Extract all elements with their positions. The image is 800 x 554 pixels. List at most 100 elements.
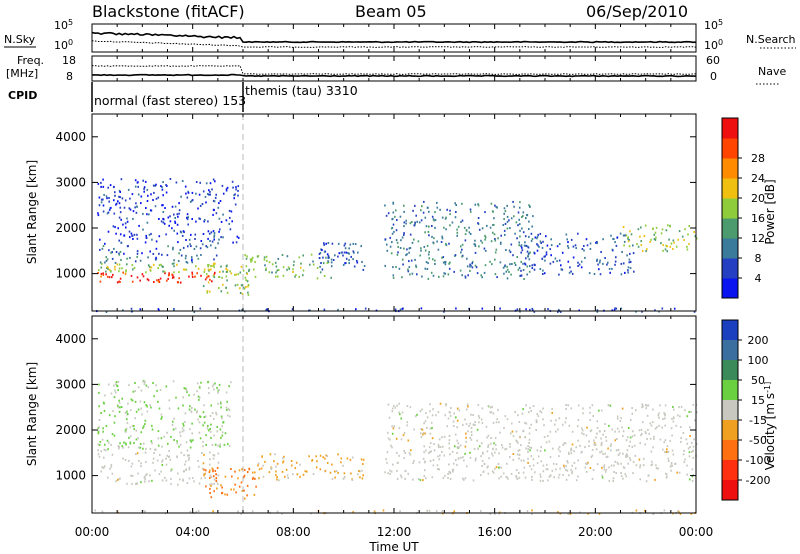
scatter-point bbox=[137, 408, 140, 411]
scatter-point bbox=[422, 432, 425, 435]
scatter-point bbox=[474, 424, 476, 426]
scatter-point bbox=[133, 266, 136, 269]
scatter-point bbox=[181, 427, 184, 430]
scatter-point bbox=[186, 449, 189, 452]
scatter-point bbox=[392, 266, 394, 269]
scatter-point bbox=[581, 429, 584, 432]
scatter-point bbox=[599, 430, 601, 433]
scatter-point bbox=[277, 275, 279, 278]
scatter-point bbox=[277, 269, 280, 271]
scatter-point bbox=[426, 509, 428, 512]
scatter-point bbox=[659, 404, 661, 407]
scatter-point bbox=[477, 203, 479, 206]
scatter-point bbox=[552, 462, 555, 465]
scatter-point bbox=[610, 464, 613, 467]
scatter-point bbox=[110, 465, 113, 468]
scatter-point bbox=[585, 470, 588, 473]
scatter-point bbox=[480, 474, 482, 477]
scatter-point bbox=[519, 435, 521, 438]
scatter-point bbox=[221, 434, 224, 437]
scatter-point bbox=[106, 258, 109, 261]
scatter-point bbox=[122, 223, 124, 226]
scatter-point bbox=[441, 256, 443, 259]
scatter-point bbox=[417, 478, 420, 480]
scatter-point bbox=[558, 473, 561, 476]
scatter-point bbox=[99, 440, 102, 443]
scatter-point bbox=[144, 478, 146, 481]
scatter-point bbox=[199, 181, 201, 184]
scatter-point bbox=[136, 482, 138, 485]
scatter-point bbox=[337, 242, 340, 245]
y-tick-label: 4000 bbox=[55, 332, 86, 346]
scatter-point bbox=[181, 234, 184, 237]
scatter-point bbox=[494, 451, 496, 454]
scatter-point bbox=[167, 442, 169, 445]
scatter-point bbox=[403, 457, 405, 460]
scatter-point bbox=[158, 252, 160, 255]
scatter-point bbox=[496, 276, 498, 279]
scatter-point bbox=[181, 430, 184, 433]
scatter-point bbox=[226, 493, 229, 496]
scatter-point bbox=[382, 509, 385, 512]
scatter-point bbox=[214, 470, 217, 472]
scatter-point bbox=[302, 269, 305, 272]
scatter-point bbox=[413, 224, 416, 227]
scatter-point bbox=[522, 215, 524, 218]
scatter-point bbox=[198, 421, 201, 424]
beam-title: Beam 05 bbox=[355, 2, 427, 21]
scatter-point bbox=[457, 457, 460, 460]
scatter-point bbox=[634, 454, 637, 457]
scatter-point bbox=[389, 438, 391, 441]
scatter-point bbox=[326, 455, 328, 458]
scatter-point bbox=[465, 432, 467, 435]
scatter-point bbox=[667, 460, 670, 462]
scatter-point bbox=[657, 467, 659, 470]
scatter-point bbox=[542, 479, 544, 482]
scatter-point bbox=[506, 265, 508, 268]
scatter-point bbox=[486, 224, 488, 227]
scatter-point bbox=[113, 384, 115, 387]
scatter-point bbox=[557, 476, 560, 479]
scatter-point bbox=[603, 468, 606, 471]
scatter-point bbox=[142, 212, 144, 215]
scatter-point bbox=[327, 255, 330, 258]
scatter-point bbox=[420, 247, 422, 250]
scatter-point bbox=[524, 241, 526, 244]
scatter-point bbox=[228, 385, 230, 388]
scatter-point bbox=[564, 442, 567, 445]
scatter-point bbox=[126, 421, 129, 424]
scatter-point bbox=[287, 266, 290, 269]
scatter-point bbox=[565, 404, 567, 406]
scatter-point bbox=[469, 451, 471, 454]
scatter-point bbox=[102, 210, 105, 213]
scatter-point bbox=[428, 452, 430, 454]
scatter-point bbox=[208, 269, 211, 271]
scatter-point bbox=[409, 247, 412, 249]
x-tick-label: 16:00 bbox=[477, 525, 512, 539]
scatter-point bbox=[586, 462, 588, 465]
scatter-point bbox=[454, 202, 456, 205]
scatter-point bbox=[220, 265, 222, 268]
scatter-point bbox=[311, 459, 313, 462]
scatter-point bbox=[99, 238, 101, 241]
scatter-point bbox=[489, 411, 492, 414]
scatter-point bbox=[173, 439, 175, 441]
scatter-point bbox=[536, 237, 538, 240]
scatter-point bbox=[384, 264, 386, 267]
scatter-point bbox=[598, 512, 601, 515]
colorbar-swatch bbox=[722, 420, 738, 441]
colorbar-tick-label: 4 bbox=[755, 272, 762, 285]
scatter-point bbox=[197, 207, 199, 210]
scatter-point bbox=[453, 412, 455, 415]
scatter-point bbox=[692, 403, 695, 406]
scatter-point bbox=[172, 420, 174, 423]
scatter-point bbox=[292, 271, 294, 273]
scatter-point bbox=[451, 469, 454, 472]
scatter-point bbox=[124, 442, 127, 445]
scatter-point bbox=[233, 194, 235, 197]
scatter-point bbox=[227, 414, 229, 417]
scatter-point bbox=[395, 266, 397, 268]
scatter-point bbox=[692, 449, 694, 452]
scatter-point bbox=[501, 446, 504, 449]
scatter-point bbox=[124, 428, 127, 431]
